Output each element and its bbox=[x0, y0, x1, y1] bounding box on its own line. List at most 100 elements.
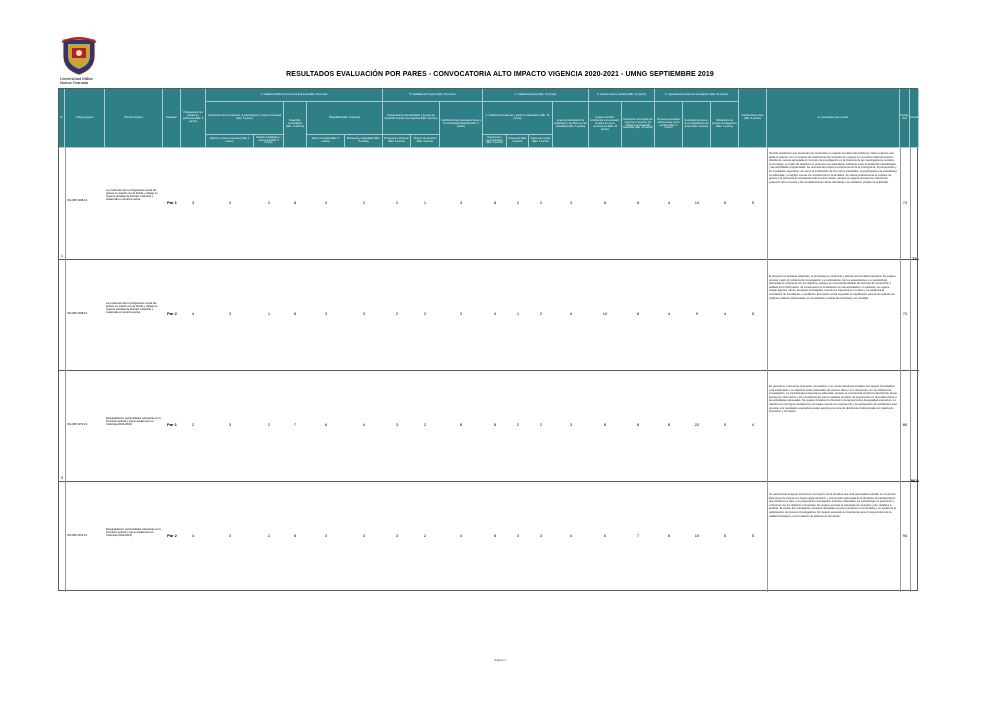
score-cell: 8 bbox=[636, 423, 640, 427]
group-header-c: C. Calidad del Equipo (Máx. 15 puntos) bbox=[483, 89, 589, 102]
score-cell: 5 bbox=[751, 534, 755, 538]
final-score: 72 bbox=[902, 201, 908, 205]
score-cell: 8 bbox=[493, 201, 497, 205]
col-divider bbox=[910, 148, 911, 592]
average-score: 86,5 bbox=[910, 479, 919, 483]
final-score: 94 bbox=[902, 534, 908, 538]
comment: El proyecto es bastante adecuado, la pro… bbox=[769, 275, 896, 300]
project-name: Desigualdad en oportunidades educativas … bbox=[106, 528, 161, 538]
score-cell: 1 bbox=[516, 312, 520, 316]
average-score: 72 bbox=[912, 257, 917, 261]
score-cell: 8 bbox=[293, 201, 297, 205]
col-header-a4a: Marco conceptual (Máx. 5 puntos) bbox=[307, 135, 345, 148]
score-cell: 8 bbox=[667, 423, 671, 427]
score-cell: 2 bbox=[423, 534, 427, 538]
score-cell: 2 bbox=[539, 201, 543, 205]
score-cell: 8 bbox=[293, 312, 297, 316]
project-code: INV-IMP-3048-19 bbox=[67, 312, 88, 315]
evaluator: Par 1 bbox=[167, 423, 177, 427]
row-number: 1 bbox=[60, 254, 64, 258]
score-cell: 2 bbox=[516, 201, 520, 205]
score-cell: 3 bbox=[362, 534, 366, 538]
col-divider bbox=[767, 148, 768, 592]
col-header-code: Código proyecto bbox=[65, 89, 105, 148]
col-divider bbox=[900, 148, 901, 592]
score-cell: 8 bbox=[603, 201, 607, 205]
project-code: INV-IMP-3072-19 bbox=[67, 534, 88, 537]
group-header-e: E. Capacidad del equipo de investigación… bbox=[655, 89, 739, 102]
score-cell: 2 bbox=[395, 201, 399, 205]
col-header-a2a: Objetivos y marco conceptual (Máx. 5 pun… bbox=[206, 135, 254, 148]
score-cell: 5 bbox=[723, 201, 727, 205]
score-cell: 4 bbox=[191, 534, 195, 538]
project-name: Desigualdad en oportunidades educativas … bbox=[106, 417, 161, 427]
score-cell: 3 bbox=[395, 534, 399, 538]
results-table: A. Calidad Científica Técnica de la Prop… bbox=[58, 88, 919, 592]
score-cell: 3 bbox=[324, 312, 328, 316]
col-header-c1: C. Calidad de las alianzas y grado de co… bbox=[483, 102, 553, 135]
evaluator: Par 1 bbox=[167, 201, 177, 205]
score-cell: 2 bbox=[516, 423, 520, 427]
col-header-a2: Coherencia entre los objetivos, la metod… bbox=[206, 102, 284, 135]
col-header-comments: E. Comentarios para el autor bbox=[767, 89, 900, 148]
score-cell: 3 bbox=[228, 312, 232, 316]
col-header-e4: Contribuciones otras (Máx. 5 puntos) bbox=[739, 89, 767, 148]
score-cell: 7 bbox=[293, 423, 297, 427]
score-cell: 4 bbox=[569, 312, 573, 316]
final-score: 72 bbox=[902, 312, 908, 316]
score-cell: 3 bbox=[395, 423, 399, 427]
score-cell: 2 bbox=[191, 423, 195, 427]
row-divider bbox=[59, 370, 919, 371]
col-header-avg: Promedio bbox=[910, 89, 919, 148]
score-cell: 4 bbox=[667, 312, 671, 316]
col-header-name: Nombre proyecto bbox=[105, 89, 163, 148]
score-cell: 4 bbox=[723, 312, 727, 316]
col-header-d2: Descripción del impacto del proyecto en … bbox=[622, 102, 655, 148]
evaluator: Par 2 bbox=[167, 312, 177, 316]
col-header-b2: Justificación del presupuesto frente a l… bbox=[440, 102, 483, 148]
score-cell: 3 bbox=[228, 534, 232, 538]
row-divider bbox=[59, 481, 919, 482]
comment: En general es una buena propuesta, innov… bbox=[769, 385, 897, 414]
score-cell: 22 bbox=[694, 423, 700, 427]
col-header-e3: Participación de jóvenes investigadores … bbox=[711, 102, 739, 148]
score-cell: 5 bbox=[751, 312, 755, 316]
score-cell: 3 bbox=[362, 312, 366, 316]
col-header-c1b: Coherencia (Máx. 5 puntos) bbox=[507, 135, 529, 148]
col-header-d1: Impacto científico: contribución a la so… bbox=[589, 102, 622, 148]
score-cell: 8 bbox=[636, 312, 640, 316]
university-crest-logo bbox=[61, 37, 97, 75]
score-cell: 10 bbox=[694, 201, 700, 205]
score-cell: 2 bbox=[267, 201, 271, 205]
score-cell: 3 bbox=[569, 201, 573, 205]
score-cell: 2 bbox=[267, 534, 271, 538]
col-header-c2: Grado de participación de estudiantes y … bbox=[553, 102, 589, 148]
evaluator: Par 2 bbox=[167, 534, 177, 538]
col-header-c1a: Experiencia y reconocimiento (Máx. 5 pun… bbox=[483, 135, 507, 148]
col-header-c1c: Aportes del equipo (Máx. 5 puntos) bbox=[529, 135, 553, 148]
col-header-b1: Presupuesto de las actividades y tiempos… bbox=[383, 102, 440, 135]
score-cell: 2 bbox=[423, 423, 427, 427]
comment: Se recomienda el apoyo económico al proy… bbox=[769, 493, 897, 518]
col-header-a2b: Diseño metodológico y coherencia (Máx. 5… bbox=[254, 135, 284, 148]
page-footer: Página 1 bbox=[494, 658, 506, 662]
col-header-e2: Resultados previos en las investigacione… bbox=[683, 102, 711, 148]
score-cell: 3 bbox=[539, 534, 543, 538]
col-header-a1: Planteamiento del problema y pertinencia… bbox=[181, 89, 206, 148]
group-header-a: A. Calidad Científica Técnica de la Prop… bbox=[206, 89, 383, 102]
score-cell: 5 bbox=[751, 201, 755, 205]
score-cell: 10 bbox=[694, 534, 700, 538]
score-cell: 8 bbox=[603, 423, 607, 427]
logo-text-line2: Nueva Granada bbox=[60, 80, 89, 85]
score-cell: 4 bbox=[191, 312, 195, 316]
score-cell: 8 bbox=[493, 534, 497, 538]
score-cell: 2 bbox=[267, 423, 271, 427]
score-cell: 4 bbox=[493, 312, 497, 316]
score-cell: 2 bbox=[539, 423, 543, 427]
score-cell: 6 bbox=[324, 423, 328, 427]
score-cell: 3 bbox=[516, 534, 520, 538]
score-cell: 8 bbox=[459, 423, 463, 427]
score-cell: 4 bbox=[459, 534, 463, 538]
row-number: 3 bbox=[60, 476, 64, 480]
